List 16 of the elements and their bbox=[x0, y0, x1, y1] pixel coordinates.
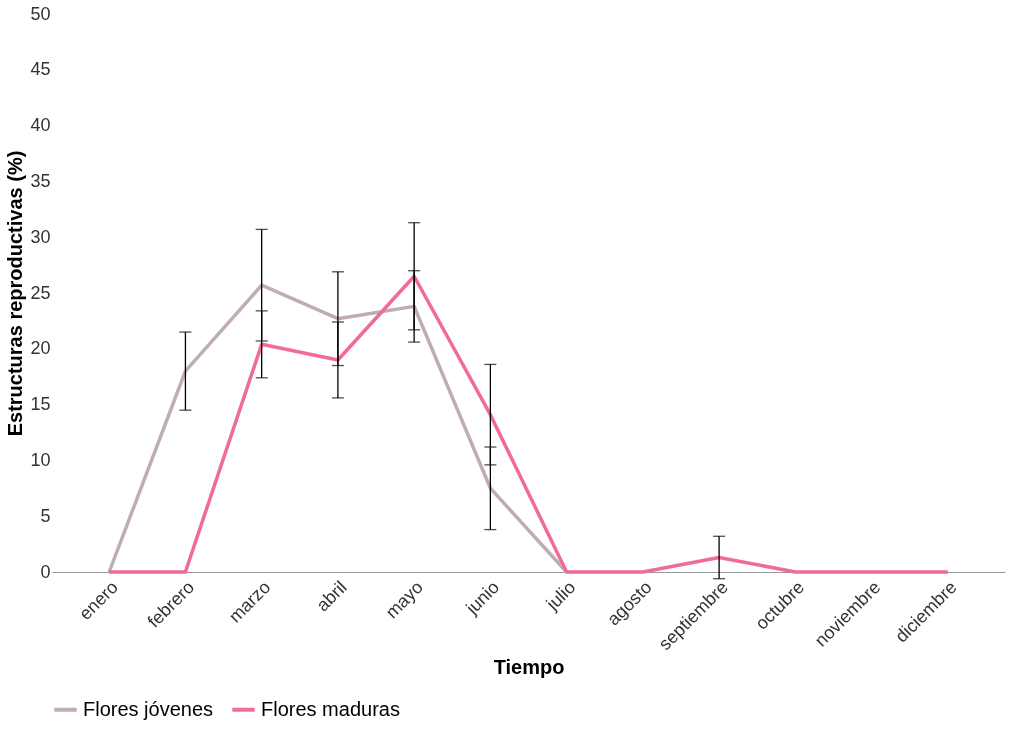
y-tick-label: 25 bbox=[30, 282, 51, 303]
y-tick-label: 10 bbox=[30, 449, 51, 470]
y-tick-label: 15 bbox=[30, 394, 51, 415]
y-tick-label: 20 bbox=[30, 338, 51, 359]
y-tick-label: 30 bbox=[30, 226, 51, 247]
y-tick-label: 40 bbox=[30, 115, 51, 136]
y-tick-label: 45 bbox=[30, 59, 51, 80]
y-tick-label: 35 bbox=[30, 170, 51, 191]
legend-label: Flores maduras bbox=[261, 697, 400, 720]
y-tick-label: 0 bbox=[40, 561, 51, 582]
y-tick-label: 50 bbox=[30, 3, 51, 24]
line-series bbox=[107, 274, 950, 574]
y-tick-label: 5 bbox=[40, 505, 51, 526]
x-axis-title: Tiempo bbox=[493, 656, 565, 679]
y-axis-title: Estructuras reproductivas (%) bbox=[4, 150, 27, 437]
legend-label: Flores jóvenes bbox=[83, 697, 214, 720]
